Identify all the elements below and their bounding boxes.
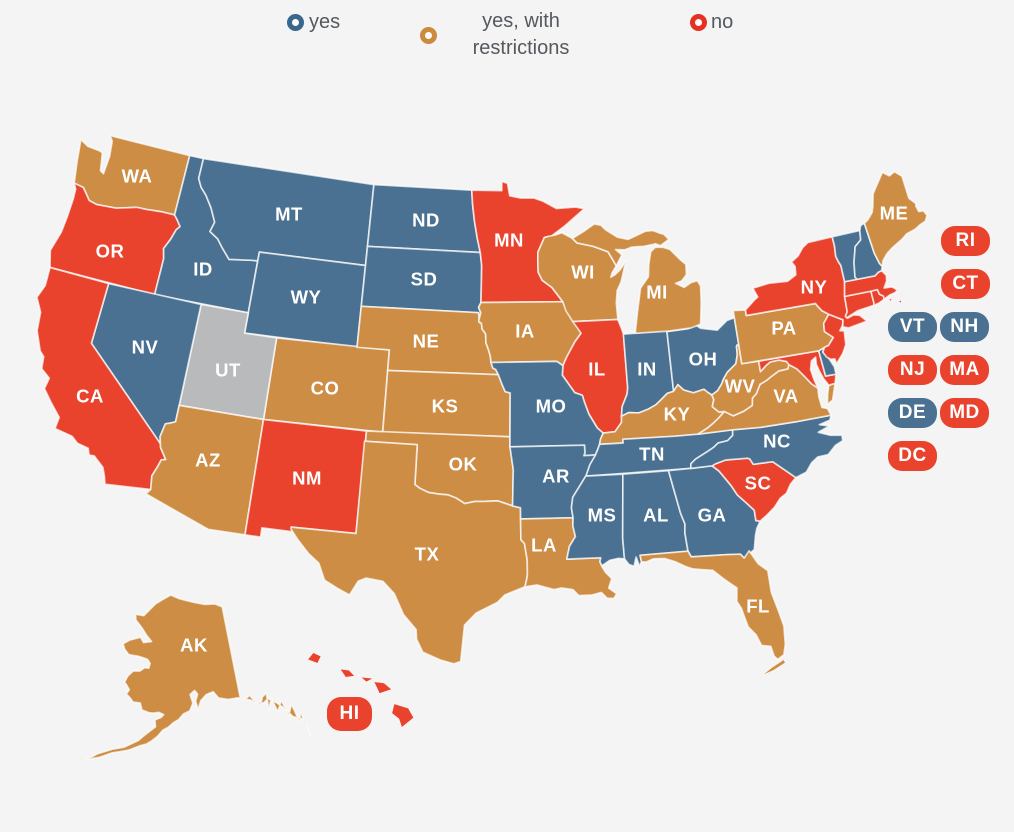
svg-text:AK: AK xyxy=(180,635,208,656)
svg-text:CO: CO xyxy=(311,378,340,399)
svg-text:AR: AR xyxy=(542,466,570,487)
svg-text:NV: NV xyxy=(132,337,159,358)
svg-text:NM: NM xyxy=(292,468,322,489)
svg-text:IL: IL xyxy=(588,359,605,380)
svg-text:WA: WA xyxy=(122,166,153,187)
svg-text:NY: NY xyxy=(801,277,828,298)
svg-text:GA: GA xyxy=(698,505,727,526)
svg-text:MI: MI xyxy=(646,282,668,303)
svg-text:AL: AL xyxy=(643,505,669,526)
svg-text:UT: UT xyxy=(215,360,241,381)
svg-text:VA: VA xyxy=(773,386,798,407)
svg-text:MT: MT xyxy=(275,204,303,225)
svg-text:IN: IN xyxy=(637,359,657,380)
svg-text:KY: KY xyxy=(664,404,691,425)
svg-text:MN: MN xyxy=(494,230,524,251)
svg-text:KS: KS xyxy=(432,396,459,417)
svg-text:AZ: AZ xyxy=(195,450,221,471)
svg-text:ND: ND xyxy=(412,210,440,231)
svg-text:TX: TX xyxy=(415,544,440,565)
svg-text:IA: IA xyxy=(515,321,535,342)
svg-text:OH: OH xyxy=(689,349,718,370)
svg-text:WI: WI xyxy=(571,262,595,283)
svg-text:SC: SC xyxy=(745,473,772,494)
svg-text:WV: WV xyxy=(725,376,756,397)
svg-text:MO: MO xyxy=(536,396,567,417)
svg-text:TN: TN xyxy=(639,444,665,465)
svg-text:WY: WY xyxy=(291,287,322,308)
svg-text:OK: OK xyxy=(449,454,478,475)
svg-text:FL: FL xyxy=(746,596,770,617)
svg-text:ID: ID xyxy=(193,259,213,280)
svg-text:MS: MS xyxy=(588,505,617,526)
svg-text:NC: NC xyxy=(763,431,791,452)
svg-text:SD: SD xyxy=(411,269,438,290)
svg-text:LA: LA xyxy=(531,535,557,556)
svg-text:CA: CA xyxy=(76,386,104,407)
svg-text:NE: NE xyxy=(413,331,440,352)
svg-text:ME: ME xyxy=(880,203,909,224)
svg-text:OR: OR xyxy=(96,241,125,262)
svg-text:PA: PA xyxy=(771,318,796,339)
